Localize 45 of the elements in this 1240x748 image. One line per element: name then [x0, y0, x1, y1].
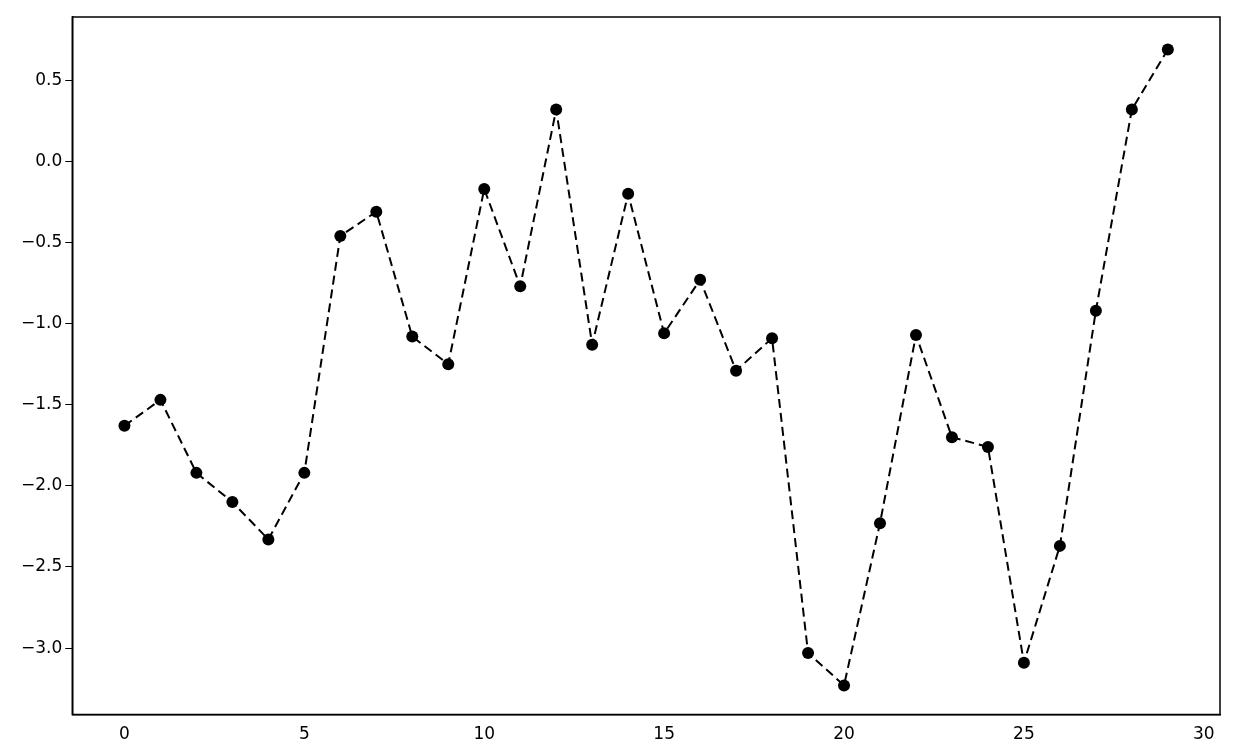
- point: [442, 358, 455, 371]
- point: [154, 393, 167, 406]
- point: [730, 364, 743, 377]
- point: [981, 440, 994, 453]
- point: [1053, 539, 1066, 552]
- y-tick-label: −2.0: [21, 474, 63, 495]
- y-tick-label: −0.5: [21, 230, 63, 251]
- point: [766, 332, 779, 345]
- point: [226, 496, 239, 509]
- point: [1089, 304, 1102, 317]
- y-tick-label: −2.5: [21, 555, 63, 576]
- y-tick-label: −1.0: [21, 312, 63, 333]
- point: [262, 533, 275, 546]
- point: [1161, 43, 1174, 56]
- point: [550, 103, 563, 116]
- point: [478, 182, 491, 195]
- point: [802, 646, 815, 659]
- point: [298, 466, 311, 479]
- y-tick-label: −1.5: [21, 393, 63, 414]
- y-tick-label: −3.0: [21, 636, 63, 657]
- x-tick-label: 0: [119, 723, 130, 744]
- x-tick-label: 5: [298, 723, 310, 744]
- point: [586, 338, 599, 351]
- x-tick-label: 25: [1013, 723, 1035, 744]
- y-tick-label: 0.0: [35, 149, 63, 170]
- point: [838, 679, 851, 692]
- point: [514, 280, 527, 293]
- x-tick-label: 10: [473, 723, 496, 744]
- point: [694, 273, 707, 286]
- point: [1125, 103, 1138, 116]
- point: [118, 419, 131, 432]
- point: [334, 230, 347, 243]
- point: [370, 205, 383, 218]
- x-tick-label: 30: [1192, 723, 1215, 744]
- point: [406, 330, 419, 343]
- point: [190, 466, 203, 479]
- y-tick-label: 0.5: [35, 68, 63, 89]
- point: [1017, 656, 1030, 669]
- point: [622, 187, 635, 200]
- point: [945, 431, 958, 444]
- x-tick-label: 20: [833, 723, 855, 744]
- point: [658, 327, 671, 340]
- x-tick-label: 15: [653, 723, 675, 744]
- point: [909, 328, 922, 341]
- point: [874, 517, 886, 530]
